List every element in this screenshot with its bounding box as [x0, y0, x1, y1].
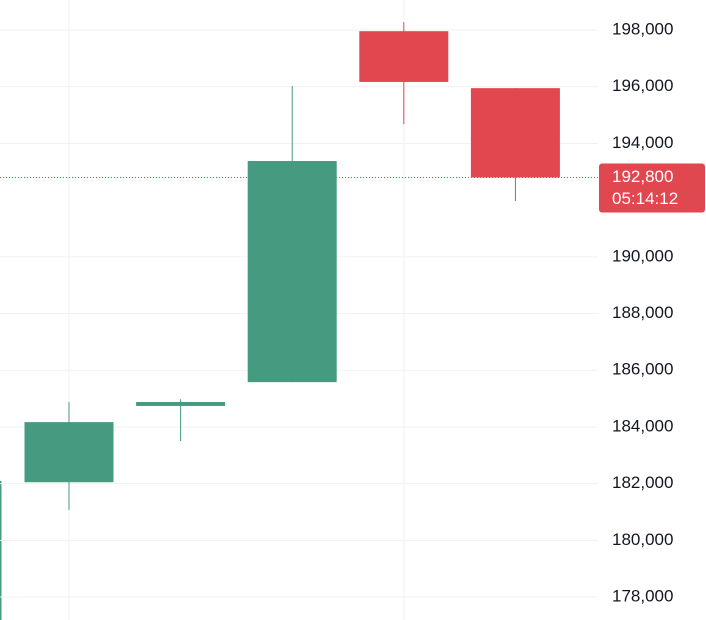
- y-tick-label: 178,000: [612, 587, 673, 606]
- y-tick-label: 188,000: [612, 303, 673, 322]
- y-tick-label: 180,000: [612, 530, 673, 549]
- last-price-badge: [599, 163, 705, 213]
- candle-body: [24, 422, 114, 483]
- candle-body: [247, 161, 337, 383]
- y-tick-label: 184,000: [612, 416, 673, 435]
- last-price-label: 192,800: [612, 167, 673, 186]
- y-tick-label: 196,000: [612, 76, 673, 95]
- countdown-label: 05:14:12: [612, 189, 678, 208]
- candle-body: [359, 31, 449, 82]
- y-tick-label: 190,000: [612, 246, 673, 265]
- y-tick-label: 194,000: [612, 133, 673, 152]
- y-tick-label: 186,000: [612, 360, 673, 379]
- y-tick-label: 182,000: [612, 473, 673, 492]
- candle-body: [136, 401, 226, 406]
- candle-body: [470, 88, 560, 178]
- y-tick-label: 198,000: [612, 20, 673, 39]
